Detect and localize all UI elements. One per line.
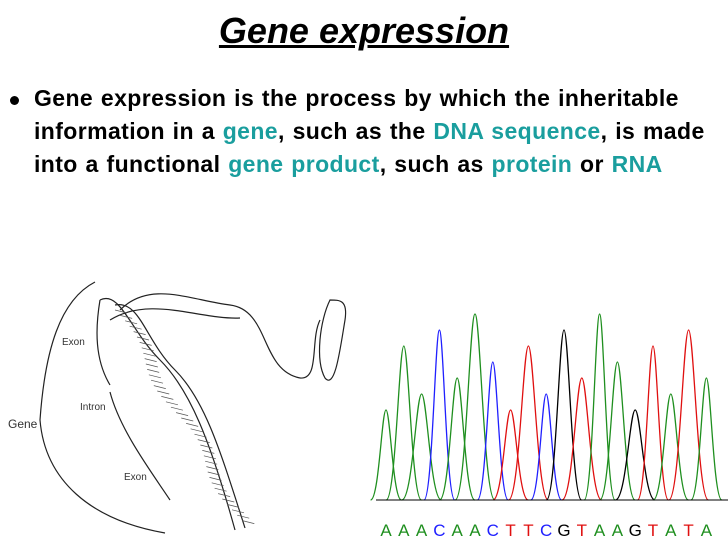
dna-rung	[203, 455, 216, 460]
base-label: T	[648, 521, 658, 540]
base-label: A	[416, 521, 428, 540]
base-label: T	[683, 521, 693, 540]
dna-rung	[165, 401, 179, 406]
dna-rung	[206, 466, 219, 470]
base-label: A	[665, 521, 677, 540]
base-label: A	[701, 521, 713, 540]
text-run: , is made into a functional	[34, 118, 713, 177]
dna-rung	[141, 347, 154, 352]
figure-label: Intron	[80, 402, 106, 413]
bullet-marker	[10, 96, 19, 105]
peak	[690, 377, 723, 501]
base-label: A	[469, 521, 481, 540]
base-label: A	[380, 521, 392, 540]
base-label: A	[452, 521, 464, 540]
peak	[454, 313, 496, 501]
dna-rung	[120, 315, 133, 319]
base-label: G	[629, 521, 642, 540]
dna-rung	[237, 514, 250, 519]
figure-label: Exon	[62, 337, 85, 348]
peak	[599, 361, 636, 501]
base-label: T	[577, 521, 587, 540]
text-run: DNA sequence	[433, 118, 601, 144]
dna-rung	[181, 417, 194, 422]
base-label: C	[540, 521, 552, 540]
dna-rung	[211, 482, 224, 487]
peak	[385, 345, 423, 501]
dna-rung	[190, 428, 203, 433]
dna-drawing	[39, 281, 347, 534]
dna-rung	[218, 493, 231, 497]
slide-title: Gene expression	[218, 10, 510, 51]
base-label: T	[505, 521, 515, 540]
peak	[401, 393, 443, 501]
dna-rung	[153, 385, 166, 389]
base-label: A	[398, 521, 410, 540]
peak	[423, 329, 456, 501]
figure-label: Gene	[8, 417, 38, 431]
peak	[614, 409, 656, 501]
text-run: or	[572, 151, 612, 177]
dna-rung	[114, 309, 128, 314]
dna-rung	[209, 477, 222, 481]
dna-rung	[143, 352, 156, 357]
peak	[652, 393, 690, 501]
base-label: A	[612, 521, 624, 540]
peak	[530, 393, 563, 501]
peak	[668, 329, 710, 501]
dna-rung	[197, 439, 210, 443]
base-label: G	[557, 521, 570, 540]
dna-rung	[161, 396, 174, 400]
dna-rung	[176, 412, 189, 416]
bullet-text: Gene expression is the process by which …	[34, 82, 714, 181]
peak	[438, 377, 476, 501]
dna-rung	[205, 460, 218, 465]
dna-rung	[150, 379, 164, 384]
dna-rung	[207, 471, 220, 476]
text-run: RNA	[611, 151, 663, 177]
dna-rung	[242, 520, 255, 524]
dna-rung	[129, 325, 142, 330]
dna-rung	[157, 390, 170, 395]
text-run: protein	[491, 151, 573, 177]
peak	[561, 377, 603, 501]
peak	[583, 313, 616, 501]
peak	[369, 409, 403, 501]
text-run: gene	[222, 118, 278, 144]
dna-rung	[133, 331, 146, 335]
dna-rung	[147, 369, 160, 373]
dna-rung	[170, 406, 184, 411]
base-label: T	[523, 521, 533, 540]
peak	[545, 329, 583, 501]
dna-rung	[231, 509, 245, 514]
dna-rung	[222, 498, 235, 503]
text-run: Gene expression is the process by which …	[34, 85, 687, 144]
peak	[636, 345, 670, 501]
dna-rungs	[114, 309, 255, 524]
dna-rung	[136, 336, 150, 341]
text-run: gene product	[228, 151, 380, 177]
base-label: C	[433, 521, 445, 540]
dna-rung	[148, 374, 161, 379]
base-label: C	[487, 521, 499, 540]
dna-rung	[125, 320, 138, 325]
dna-rung	[194, 433, 207, 438]
dna-rung	[139, 342, 152, 346]
peak	[492, 409, 529, 501]
dna-rung	[226, 504, 240, 508]
text-run: , such as the	[278, 118, 434, 144]
base-label: A	[594, 521, 606, 540]
text-run: , such as	[379, 151, 492, 177]
dna-rung	[144, 358, 157, 362]
peak	[507, 345, 549, 501]
figure-label: Exon	[124, 472, 147, 483]
dna-rung	[214, 487, 227, 492]
dna-rung	[145, 363, 158, 368]
dna-rung	[202, 450, 215, 454]
dna-rung	[200, 444, 213, 449]
dna-rung	[186, 423, 199, 427]
